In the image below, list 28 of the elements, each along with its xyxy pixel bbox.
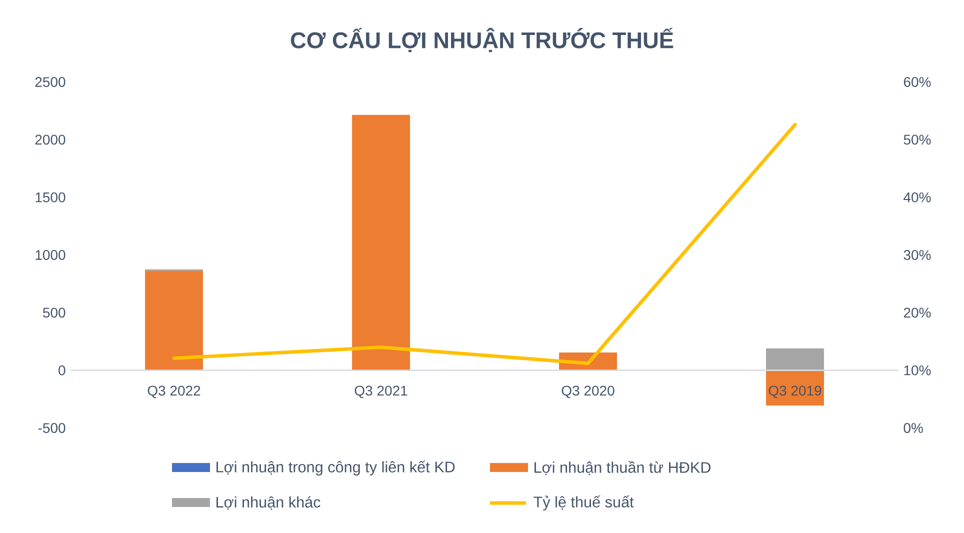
legend-label: Lợi nhuận thuần từ HĐKD [534,460,711,476]
y2-tick-label: 20% [904,308,931,318]
x-tick-label: Q3 2022 [148,386,200,398]
y-tick-label: 1000 [36,250,66,260]
bar [352,114,410,370]
y2-tick-label: 10% [904,365,931,376]
x-tick-label: Q3 2021 [354,386,408,398]
y-tick-label: 0 [58,365,66,376]
bar [145,270,203,370]
y-tick-label: -500 [38,423,66,433]
x-tick-label: Q3 2020 [562,386,614,398]
line-series [172,122,797,366]
legend-label: Tỷ lệ thuế suất [534,496,634,510]
y2-tick-label: 30% [904,250,931,260]
legend-label: Lợi nhuận khác [216,496,320,510]
bar [766,348,824,370]
x-tick-label: Q3 2019 [768,386,822,398]
y-tick-label: 2500 [35,77,66,87]
y2-tick-label: 0% [904,423,923,433]
legend-label: Lợi nhuận trong công ty liên kết KD [216,460,455,476]
chart-title: CƠ CẤU LỢI NHUẬN TRƯỚC THUẾ [290,28,674,52]
bar [766,370,824,406]
y2-tick-label: 60% [904,77,931,87]
y-tick-label: 500 [43,308,66,318]
y2-tick-label: 40% [904,192,931,202]
y-tick-label: 2000 [35,134,66,145]
y-tick-label: 1500 [36,192,66,202]
y2-tick-label: 50% [904,134,931,145]
